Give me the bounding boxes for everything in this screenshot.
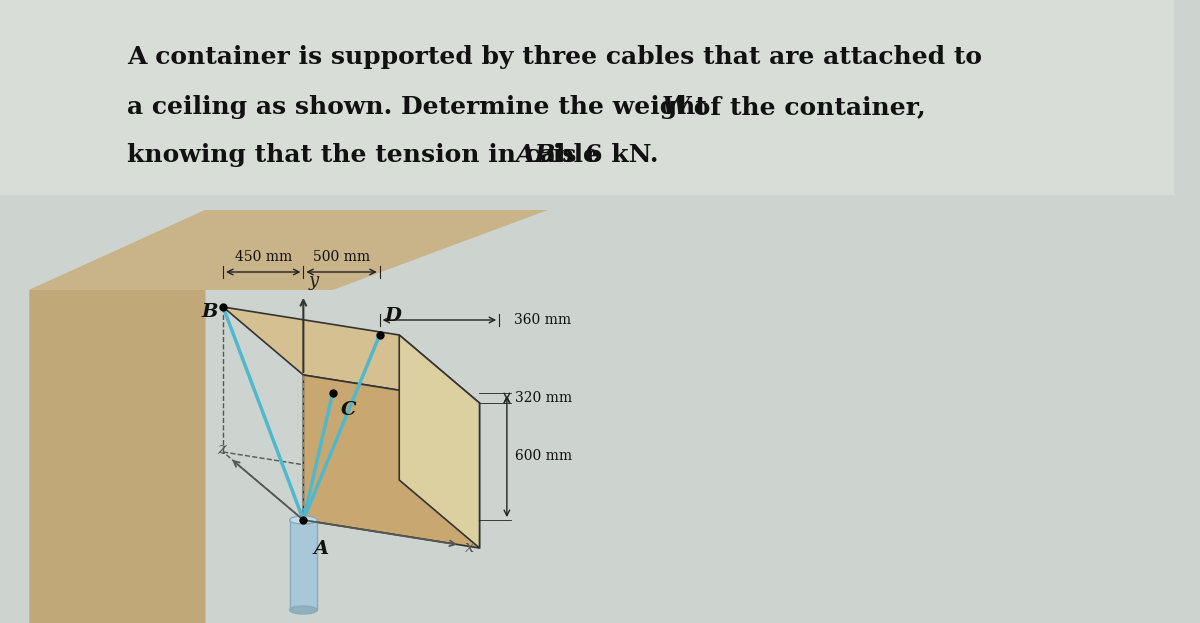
Text: 360 mm: 360 mm <box>514 313 571 327</box>
Text: D: D <box>384 307 402 325</box>
Polygon shape <box>223 307 480 403</box>
Text: 600 mm: 600 mm <box>515 449 572 463</box>
Polygon shape <box>29 210 548 290</box>
Polygon shape <box>304 375 480 548</box>
Text: 320 mm: 320 mm <box>515 391 572 405</box>
Bar <box>0 0 1175 195</box>
Text: knowing that the tension in cable: knowing that the tension in cable <box>127 143 608 167</box>
Text: A: A <box>313 540 329 558</box>
Text: y: y <box>308 272 318 290</box>
Text: z: z <box>217 442 226 459</box>
Text: x: x <box>464 540 474 556</box>
Text: is 6 kN.: is 6 kN. <box>544 143 659 167</box>
Ellipse shape <box>289 606 317 614</box>
Text: B: B <box>202 303 218 321</box>
Text: a ceiling as shown. Determine the weight: a ceiling as shown. Determine the weight <box>127 95 716 119</box>
Text: A container is supported by three cables that are attached to: A container is supported by three cables… <box>127 45 983 69</box>
Bar <box>289 520 317 610</box>
Text: of the container,: of the container, <box>685 95 925 119</box>
Text: C: C <box>341 401 356 419</box>
Text: AB: AB <box>516 143 556 167</box>
Polygon shape <box>400 335 480 548</box>
Text: W: W <box>661 95 690 119</box>
Ellipse shape <box>289 516 317 524</box>
Text: 450 mm: 450 mm <box>235 250 292 264</box>
Text: 500 mm: 500 mm <box>313 250 370 264</box>
Polygon shape <box>29 210 205 623</box>
